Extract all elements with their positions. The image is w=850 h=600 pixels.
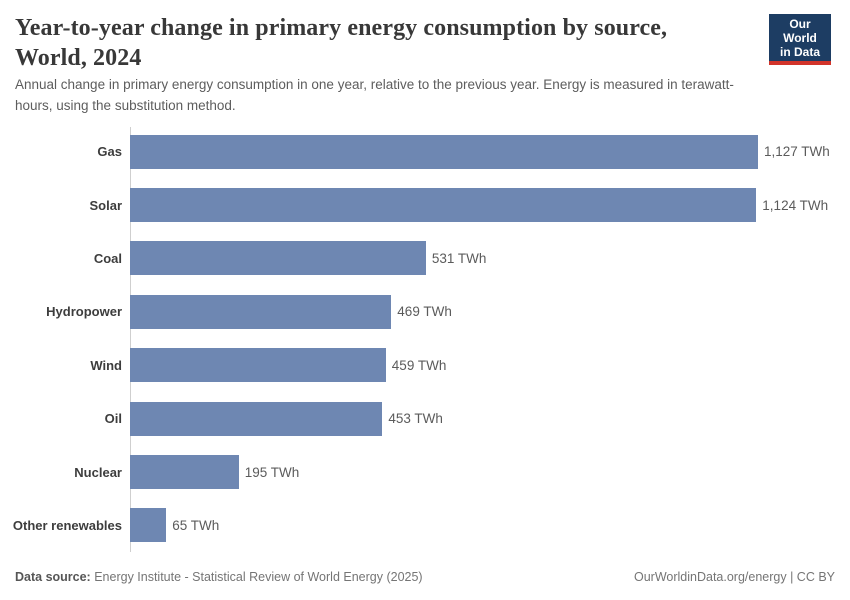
footer-attribution: OurWorldinData.org/energy | CC BY [633, 570, 835, 584]
bar-row: Oil 453 TWh [0, 392, 850, 445]
data-source-label: Data source: [15, 570, 91, 584]
bar-track: 459 TWh [130, 348, 850, 383]
bar-track: 65 TWh [130, 508, 850, 543]
category-label: Wind [90, 357, 122, 373]
owid-logo: Our World in Data [769, 14, 831, 65]
category-label: Hydropower [46, 304, 122, 320]
bar[interactable] [130, 188, 757, 223]
bar-track: 531 TWh [130, 241, 850, 276]
category-label: Gas [97, 144, 122, 160]
bar[interactable] [130, 508, 167, 543]
bar[interactable] [130, 241, 426, 276]
value-label: 469 TWh [397, 304, 452, 320]
bar-row: Other renewables 65 TWh [0, 499, 850, 552]
bar-track: 1,124 TWh [130, 188, 850, 223]
value-label: 1,124 TWh [762, 197, 829, 213]
chart-title-line1: Year-to-year change in primary energy co… [15, 15, 668, 41]
category-label: Solar [89, 197, 122, 213]
owid-logo-line2: in Data [779, 45, 820, 59]
chart-title-line2: World, 2024 [15, 45, 142, 71]
bar-row: Wind 459 TWh [0, 339, 850, 392]
bar[interactable] [130, 455, 239, 490]
bar-track: 453 TWh [130, 401, 850, 436]
bar[interactable] [130, 401, 383, 436]
value-label: 195 TWh [244, 464, 300, 480]
data-source-text: Energy Institute - Statistical Review of… [90, 570, 423, 584]
chart-title: Year-to-year change in primary energy co… [15, 13, 755, 73]
bar-row: Nuclear 195 TWh [0, 445, 850, 498]
value-label: 531 TWh [431, 250, 487, 266]
category-label: Coal [93, 250, 122, 266]
value-label: 1,127 TWh [764, 144, 830, 160]
bar[interactable] [130, 348, 386, 383]
bar-row: Hydropower 469 TWh [0, 285, 850, 338]
owid-logo-line1: Our World [783, 17, 817, 45]
value-label: 65 TWh [172, 517, 220, 533]
category-label: Oil [104, 411, 122, 427]
bar-track: 1,127 TWh [130, 134, 850, 169]
value-label: 453 TWh [388, 411, 443, 427]
category-label: Other renewables [12, 517, 122, 533]
y-axis-line [130, 127, 131, 552]
bar-row: Solar 1,124 TWh [0, 178, 850, 231]
bar[interactable] [130, 294, 392, 329]
bar-track: 195 TWh [130, 455, 850, 490]
category-label: Nuclear [74, 464, 122, 480]
value-label: 459 TWh [391, 357, 447, 373]
plot-rows: Gas 1,127 TWh Solar 1,124 TWh Coal 531 T… [0, 125, 850, 552]
data-source: Data source: Energy Institute - Statisti… [15, 569, 423, 585]
chart-subtitle: Annual change in primary energy consumpt… [15, 77, 734, 113]
bar[interactable] [130, 134, 758, 169]
plot-area: Gas 1,127 TWh Solar 1,124 TWh Coal 531 T… [0, 125, 850, 553]
bar-row: Coal 531 TWh [0, 232, 850, 285]
bar-track: 469 TWh [130, 294, 850, 329]
bar-row: Gas 1,127 TWh [0, 125, 850, 178]
footer: Data source: Energy Institute - Statisti… [15, 569, 835, 585]
